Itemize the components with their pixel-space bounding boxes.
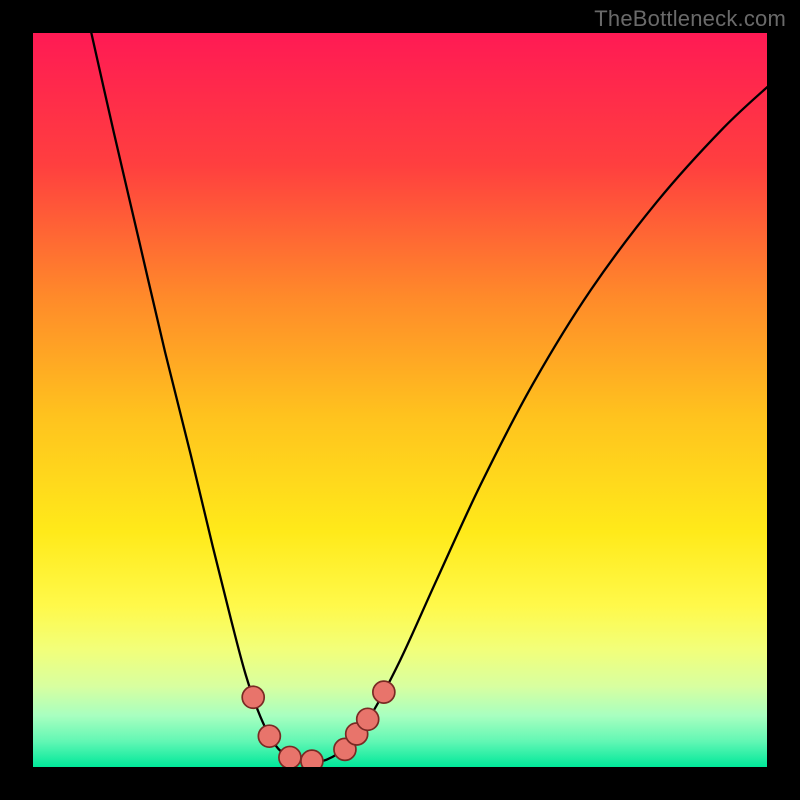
chart-container: TheBottleneck.com [0, 0, 800, 800]
curve-marker [242, 686, 264, 708]
curve-marker [373, 681, 395, 703]
curve-marker [258, 725, 280, 747]
curve-marker [357, 708, 379, 730]
bottleneck-chart [0, 0, 800, 800]
curve-marker [279, 746, 301, 768]
watermark-text: TheBottleneck.com [594, 6, 786, 32]
plot-background [33, 33, 767, 767]
